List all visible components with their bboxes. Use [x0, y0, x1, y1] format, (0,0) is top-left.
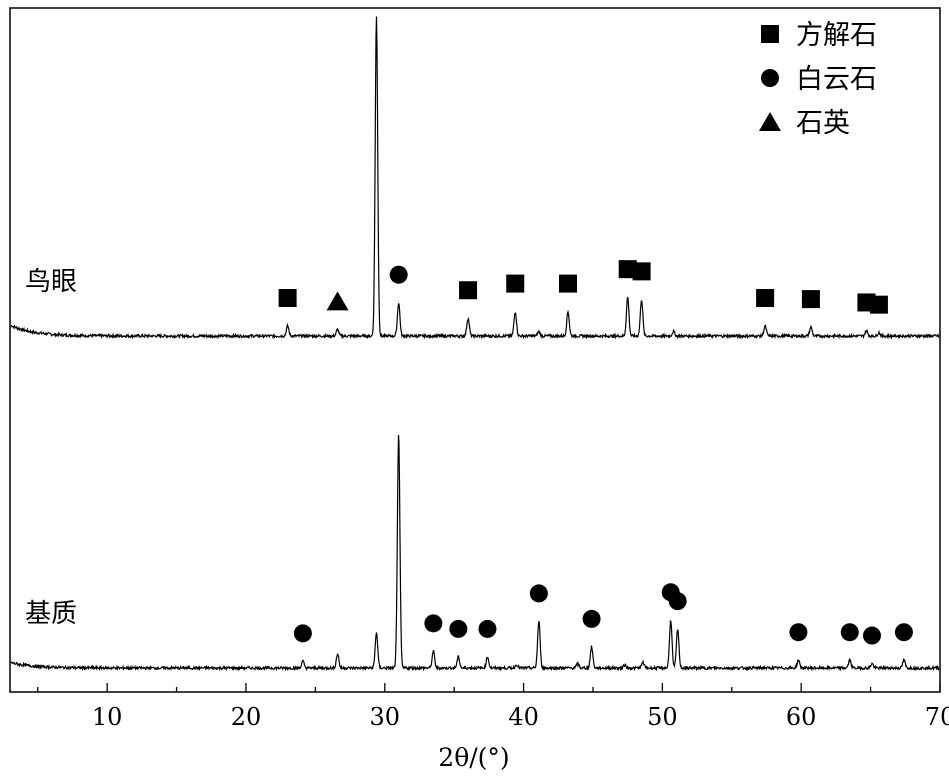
- series-label: 鸟眼: [25, 267, 77, 297]
- x-tick-label: 70: [925, 703, 949, 731]
- peak-marker-circle: [293, 624, 312, 643]
- series-label: 基质: [25, 599, 77, 629]
- x-axis-title: 2θ/(°): [438, 743, 509, 772]
- series-line-2: [10, 434, 940, 672]
- x-tick-label: 30: [370, 703, 401, 731]
- legend-marker-circle: [761, 69, 779, 87]
- peak-marker-circle: [449, 619, 468, 638]
- peak-marker-circle: [582, 609, 601, 628]
- peak-marker-square: [278, 289, 297, 308]
- peak-marker-circle: [862, 626, 881, 645]
- peak-marker-circle: [789, 623, 808, 642]
- legend-label: 石英: [796, 108, 850, 139]
- x-tick-label: 20: [231, 703, 262, 731]
- peak-marker-square: [459, 281, 478, 300]
- x-axis: 10 20 30 40 50 60 70: [37, 683, 949, 731]
- legend-marker-triangle: [759, 112, 781, 131]
- legend-marker-square: [761, 25, 779, 43]
- peak-marker-square: [869, 295, 888, 314]
- peak-marker-circle: [424, 614, 443, 633]
- peak-marker-square: [632, 262, 651, 281]
- series-line-1: [10, 16, 940, 340]
- peak-marker-circle: [389, 265, 408, 284]
- peak-marker-triangle: [326, 291, 349, 311]
- x-tick-label: 40: [508, 703, 539, 731]
- peak-marker-square: [801, 290, 820, 309]
- x-tick-label: 60: [786, 703, 817, 731]
- peak-marker-square: [559, 274, 577, 293]
- peak-marker-circle: [840, 623, 859, 642]
- peak-marker-square: [618, 260, 637, 279]
- peak-marker-circle: [529, 584, 548, 603]
- legend-label: 方解石: [796, 20, 877, 51]
- x-tick-label: 50: [647, 703, 678, 731]
- plot-frame: [9, 7, 941, 693]
- peak-marker-square: [506, 274, 525, 293]
- peak-marker-circle: [894, 623, 913, 642]
- peak-marker-square: [756, 289, 775, 308]
- peak-marker-circle: [478, 619, 497, 638]
- x-tick-label: 10: [92, 703, 123, 731]
- legend-label: 白云石: [796, 64, 877, 95]
- peak-marker-circle: [668, 592, 687, 611]
